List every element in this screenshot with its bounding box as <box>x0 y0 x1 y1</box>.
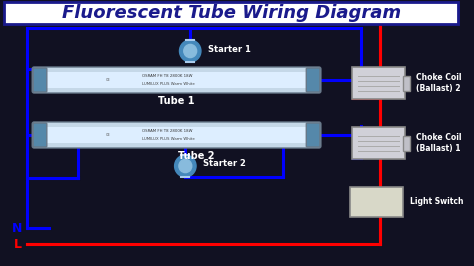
Text: Starter 1: Starter 1 <box>208 44 251 53</box>
Circle shape <box>174 155 196 177</box>
FancyBboxPatch shape <box>33 68 47 92</box>
Text: Choke Coil
(Ballast) 2: Choke Coil (Ballast) 2 <box>416 73 461 93</box>
Circle shape <box>180 40 201 62</box>
Text: Choke Coil
(Ballast) 1: Choke Coil (Ballast) 1 <box>416 133 461 153</box>
FancyBboxPatch shape <box>43 127 310 143</box>
Text: OSRAM FH T8 2800K 18W: OSRAM FH T8 2800K 18W <box>142 74 193 78</box>
Text: Tube 2: Tube 2 <box>178 151 214 161</box>
FancyBboxPatch shape <box>352 67 405 99</box>
Text: N: N <box>12 222 23 235</box>
FancyBboxPatch shape <box>32 67 321 93</box>
Text: LUMILUX PLUS Warm White: LUMILUX PLUS Warm White <box>142 137 195 141</box>
FancyBboxPatch shape <box>306 68 320 92</box>
FancyBboxPatch shape <box>403 76 410 90</box>
FancyBboxPatch shape <box>306 123 320 147</box>
Circle shape <box>184 44 197 58</box>
Circle shape <box>179 159 192 173</box>
FancyBboxPatch shape <box>32 122 321 148</box>
FancyBboxPatch shape <box>350 187 403 217</box>
Text: CE: CE <box>105 78 110 82</box>
FancyBboxPatch shape <box>352 127 405 159</box>
Text: Fluorescent Tube Wiring Diagram: Fluorescent Tube Wiring Diagram <box>62 4 401 22</box>
Text: Starter 2: Starter 2 <box>203 160 246 168</box>
Text: Tube 1: Tube 1 <box>158 96 195 106</box>
Text: Light Switch: Light Switch <box>410 197 463 206</box>
Text: CE: CE <box>105 133 110 137</box>
Text: OSRAM FH T8 2800K 18W: OSRAM FH T8 2800K 18W <box>142 129 193 133</box>
FancyBboxPatch shape <box>4 2 458 24</box>
FancyBboxPatch shape <box>43 72 310 88</box>
FancyBboxPatch shape <box>403 135 410 151</box>
Text: LUMILUX PLUS Warm White: LUMILUX PLUS Warm White <box>142 82 195 86</box>
Text: L: L <box>14 238 21 251</box>
FancyBboxPatch shape <box>33 123 47 147</box>
